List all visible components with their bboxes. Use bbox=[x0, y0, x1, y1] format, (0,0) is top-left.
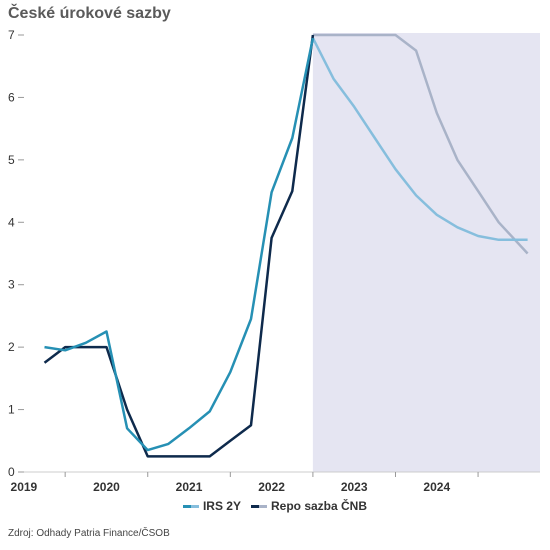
x-tick-label: 2024 bbox=[423, 480, 450, 494]
y-tick-label: 5 bbox=[8, 153, 15, 167]
x-tick-label: 2020 bbox=[93, 480, 120, 494]
legend: IRS 2Y Repo sazba ČNB bbox=[0, 499, 550, 513]
legend-label-irs-2y: IRS 2Y bbox=[202, 499, 241, 513]
legend-label-repo-sazba: Repo sazba ČNB bbox=[270, 499, 368, 513]
x-tick-label: 2023 bbox=[341, 480, 368, 494]
y-tick-label: 6 bbox=[8, 90, 15, 104]
y-tick-label: 3 bbox=[8, 278, 15, 292]
x-tick-label: 2022 bbox=[258, 480, 285, 494]
series-line-irs-2y bbox=[44, 37, 315, 452]
x-axis: 2019 2020 2021 2022 2023 2024 bbox=[11, 471, 540, 494]
legend-item-irs-2y: IRS 2Y bbox=[182, 499, 241, 513]
x-tick-label: 2021 bbox=[176, 480, 203, 494]
forecast-region bbox=[312, 33, 540, 472]
y-tick-label: 1 bbox=[8, 403, 15, 417]
legend-swatch-irs-2y bbox=[182, 504, 199, 508]
series-line-irs-2y-forecast bbox=[311, 37, 528, 242]
source-note: Zdroj: Odhady Patria Finance/ČSOB bbox=[8, 528, 170, 539]
chart-title: České úrokové sazby bbox=[8, 5, 171, 22]
legend-swatch-repo-sazba bbox=[250, 504, 267, 508]
y-tick-label: 0 bbox=[8, 465, 15, 479]
y-tick-label: 7 bbox=[8, 28, 15, 42]
series-lines bbox=[43, 33, 529, 458]
series-line-repo-sazba bbox=[43, 34, 315, 458]
x-tick-label: 2019 bbox=[11, 480, 38, 494]
y-tick-label: 4 bbox=[8, 215, 15, 229]
legend-item-repo-sazba: Repo sazba ČNB bbox=[250, 499, 368, 513]
series-line-repo-sazba-forecast bbox=[312, 33, 529, 255]
y-tick-label: 2 bbox=[8, 340, 15, 354]
y-axis: 0 1 2 3 4 5 6 7 bbox=[8, 28, 24, 479]
